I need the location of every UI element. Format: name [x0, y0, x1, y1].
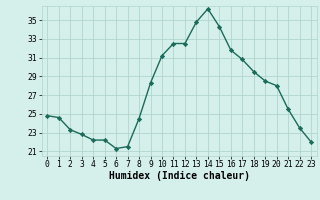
X-axis label: Humidex (Indice chaleur): Humidex (Indice chaleur) — [109, 171, 250, 181]
